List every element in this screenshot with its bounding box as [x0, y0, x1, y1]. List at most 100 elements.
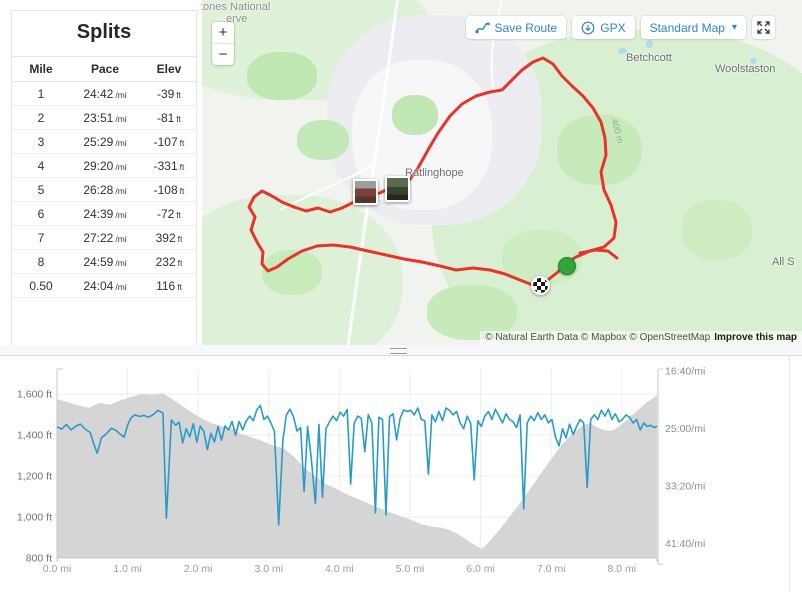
mile-cell: 2	[12, 105, 70, 130]
pace-cell: 26:28/mi	[70, 177, 140, 202]
map-forest-patch	[427, 285, 517, 340]
mile-tick-label: 1.0 mi	[113, 563, 142, 575]
mile-cell: 0.50	[12, 273, 70, 298]
splits-row: 6 24:39/mi -72 ft	[12, 201, 198, 226]
mile-tick-label: 4.0 mi	[325, 563, 354, 575]
mile-tick-label: 2.0 mi	[184, 563, 213, 575]
label-woolstaston: Woolstaston	[715, 63, 776, 75]
mile-cell: 7	[12, 225, 70, 250]
splits-row: 5 26:28/mi -108 ft	[12, 177, 198, 202]
col-header-pace: Pace	[70, 56, 140, 82]
elev-cell: 116 ft	[140, 273, 198, 298]
pace-cell: 24:39/mi	[70, 201, 140, 226]
map-toolbar: Save Route GPX Standard Map ▾	[465, 16, 775, 39]
map-roads	[279, 0, 503, 345]
label-betchcott: Betchcott	[626, 52, 672, 64]
photo-thumbnail[interactable]	[385, 176, 410, 202]
splits-row: 4 29:20/mi -331 ft	[12, 153, 198, 178]
map-style-label: Standard Map	[649, 20, 725, 35]
pace-cell: 24:04/mi	[70, 273, 140, 298]
caret-down-icon: ▾	[731, 22, 737, 33]
pace-tick-label: 41:40/mi	[665, 538, 705, 550]
chart-axes	[56, 368, 663, 565]
route-polyline	[247, 56, 619, 288]
mile-tick-label: 3.0 mi	[255, 563, 284, 575]
elev-cell: 232 ft	[140, 249, 198, 274]
mile-tick-label: 6.0 mi	[466, 563, 495, 575]
elev-cell: -108 ft	[140, 177, 198, 202]
elev-cell: -107 ft	[140, 129, 198, 154]
route-icon	[475, 21, 490, 34]
map-forest-patch	[247, 52, 317, 100]
elev-cell: 392 ft	[140, 225, 198, 250]
fullscreen-button[interactable]	[752, 16, 775, 39]
pond	[618, 48, 627, 54]
col-header-elev: Elev	[140, 56, 198, 82]
pace-cell: 24:59/mi	[70, 249, 140, 274]
elevation-tick-label: 1,600 ft	[17, 389, 52, 401]
splits-row: 3 25:29/mi -107 ft	[12, 129, 198, 154]
map-forest-patch	[557, 115, 642, 185]
elevation-tick-label: 1,200 ft	[17, 471, 52, 483]
start-marker	[558, 257, 576, 275]
zoom-in-button[interactable]: +	[212, 22, 234, 44]
download-icon	[581, 21, 595, 35]
splits-row: 7 27:22/mi 392 ft	[12, 225, 198, 250]
zoom-out-button[interactable]: −	[218, 46, 228, 63]
attribution-text: © Natural Earth Data © Mapbox © OpenStre…	[485, 332, 711, 343]
elev-cell: -331 ft	[140, 153, 198, 178]
map-attribution: © Natural Earth Data © Mapbox © OpenStre…	[480, 331, 802, 345]
splits-row: 1 24:42/mi -39 ft	[12, 81, 198, 106]
pace-cell: 23:51/mi	[70, 105, 140, 130]
splits-title: Splits	[76, 21, 132, 43]
gpx-download-button[interactable]: GPX	[572, 16, 635, 39]
photo-thumbnail[interactable]	[353, 179, 378, 205]
pace-tick-label: 16:40/mi	[665, 366, 705, 378]
route-spur	[578, 248, 619, 260]
elev-cell: -39 ft	[140, 81, 198, 106]
route-loop-west	[247, 189, 537, 288]
pace-cell: 24:42/mi	[70, 81, 140, 106]
divider-handle[interactable]	[390, 348, 407, 354]
splits-panel: Splits Mile Pace Elev 1 24:42/mi -39 ft 2 23:…	[11, 10, 198, 345]
mile-tick-label: 8.0 mi	[608, 563, 637, 575]
pace-cell: 29:20/mi	[70, 153, 140, 178]
elevation-area	[57, 393, 658, 558]
mile-tick-label: 5.0 mi	[396, 563, 425, 575]
label-ratlinghope: Ratlinghope	[405, 167, 464, 179]
elevation-pace-chart[interactable]: 1,600 ft 1,400 ft 1,200 ft 1,000 ft 800 ft 0.…	[0, 356, 790, 592]
elevation-tick-label: 800 ft	[26, 553, 52, 565]
mile-cell: 1	[12, 81, 70, 106]
gpx-label: GPX	[600, 20, 626, 35]
map-zoom-control: + −	[212, 22, 234, 65]
splits-row: 0.50 24:04/mi 116 ft	[12, 273, 198, 298]
map-forest-patch	[297, 120, 349, 160]
pace-line	[56, 404, 658, 526]
pace-cell: 27:22/mi	[70, 225, 140, 250]
splits-table: Mile Pace Elev 1 24:42/mi -39 ft 2 23:51/mi -8…	[12, 56, 198, 298]
pace-tick-label: 25:00/mi	[665, 423, 705, 435]
save-route-button[interactable]: Save Route	[465, 16, 567, 39]
mile-tick-label: 7.0 mi	[537, 563, 566, 575]
elev-cell: -72 ft	[140, 201, 198, 226]
splits-row: 8 24:59/mi 232 ft	[12, 249, 198, 274]
pace-tick-label: 33:20/mi	[665, 481, 705, 493]
map-style-dropdown[interactable]: Standard Map ▾	[640, 16, 746, 39]
pond	[750, 58, 757, 64]
elev-cell: -81 ft	[140, 105, 198, 130]
route-map[interactable]: tones National erve Ratlinghope Betchcot…	[202, 0, 802, 345]
chart-canvas: 1,600 ft 1,400 ft 1,200 ft 1,000 ft 800 ft0.…	[17, 366, 705, 576]
map-chart-divider[interactable]	[0, 345, 802, 356]
mile-cell: 8	[12, 249, 70, 274]
pond	[646, 40, 653, 48]
map-forest-patch	[682, 200, 752, 260]
mile-tick-label: 0.0 mi	[43, 563, 72, 575]
splits-table-body: 1 24:42/mi -39 ft 2 23:51/mi -81 ft 3 25:29/mi -10…	[12, 81, 198, 298]
label-all-stretton: All S	[772, 256, 795, 268]
y-left-labels: 1,600 ft 1,400 ft 1,200 ft 1,000 ft 800 ft	[17, 389, 52, 565]
y-right-labels: 16:40/mi 25:00/mi 33:20/mi 41:40/mi	[665, 366, 705, 551]
map-forest-patch	[392, 95, 438, 135]
improve-map-link[interactable]: Improve this map	[714, 332, 797, 343]
elevation-tick-label: 1,400 ft	[17, 430, 52, 442]
